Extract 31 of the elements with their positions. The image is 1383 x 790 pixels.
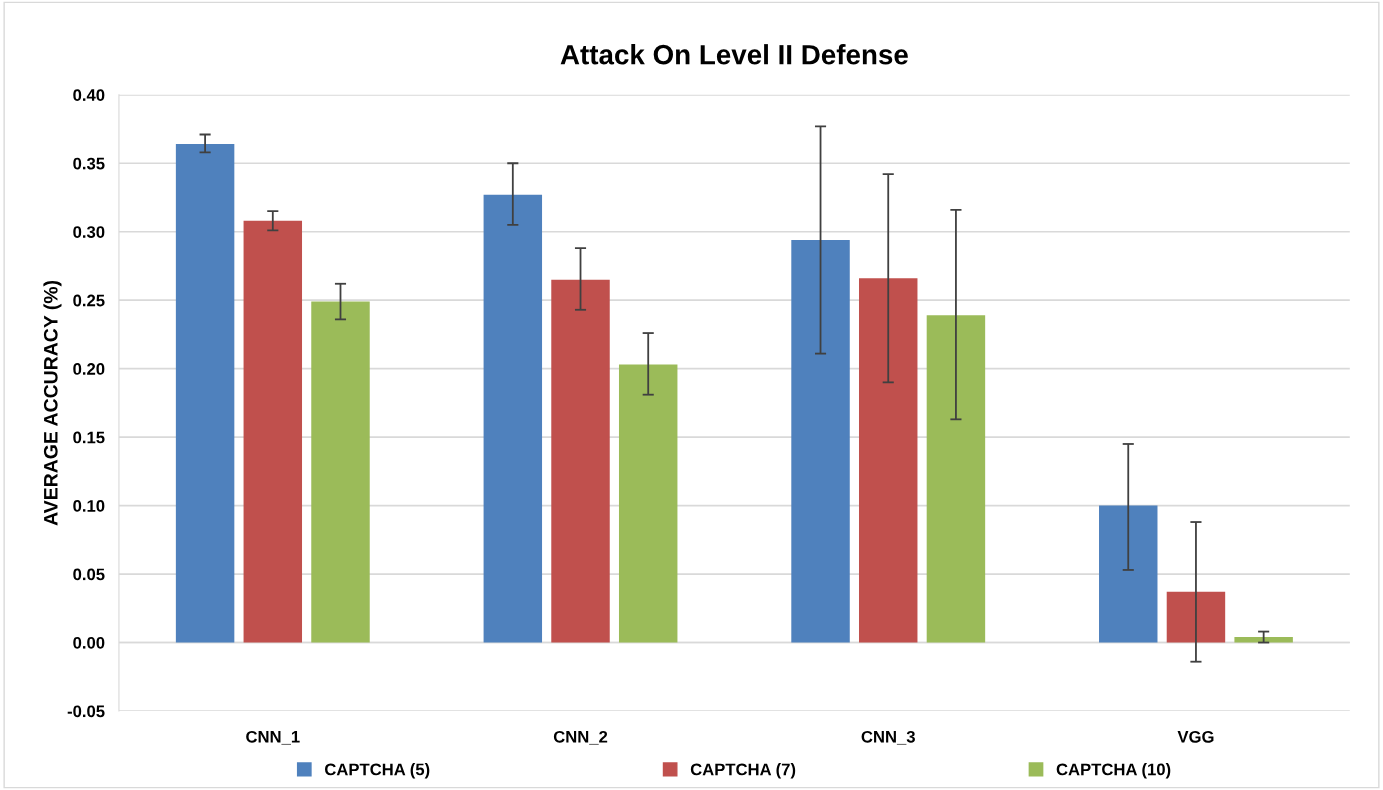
bar (483, 194, 543, 643)
chart-title: Attack On Level II Defense (560, 44, 908, 65)
bar (1166, 591, 1226, 643)
bar (551, 279, 610, 643)
bar (1099, 505, 1158, 643)
y-tick-label: 0.15 (73, 431, 105, 444)
bar (175, 144, 235, 643)
x-tick-label: CNN_2 (553, 730, 608, 745)
x-tick-label: CNN_1 (246, 730, 300, 745)
y-tick-label: 0.30 (73, 226, 105, 238)
bar (926, 315, 986, 643)
y-tick-label: 0.20 (73, 363, 105, 375)
bar (859, 278, 918, 643)
y-axis-title: AVERAGE ACCURACY (%) (43, 280, 62, 526)
bar (1234, 637, 1293, 643)
x-tick-label: CNN_3 (861, 730, 915, 745)
y-tick-label: 0.40 (73, 89, 105, 101)
legend-label: CAPTCHA (10) (1056, 763, 1171, 779)
bar (618, 364, 678, 643)
bar (243, 220, 303, 643)
y-tick-label: 0.00 (73, 636, 105, 649)
legend-label: CAPTCHA (7) (690, 763, 796, 779)
y-tick-label: 0.35 (73, 157, 105, 170)
bar (311, 301, 370, 643)
legend-label: CAPTCHA (5) (324, 763, 430, 779)
y-tick-label: -0.05 (67, 705, 105, 718)
y-tick-label: 0.05 (73, 568, 105, 581)
y-tick-label: 0.25 (73, 294, 105, 307)
bar (791, 239, 850, 643)
x-tick-label: VGG (1177, 730, 1214, 743)
y-tick-label: 0.10 (73, 500, 105, 512)
